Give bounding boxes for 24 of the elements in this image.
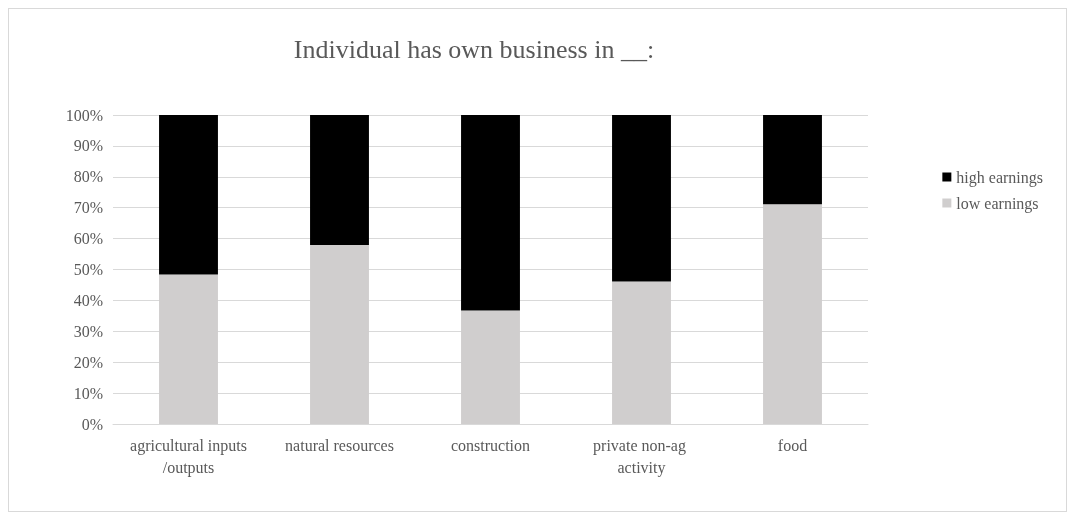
legend-label: high earnings [956, 168, 1044, 187]
bar [159, 115, 218, 275]
bar [763, 115, 822, 205]
x-tick-label: food [777, 436, 808, 454]
y-tick-label: 30% [73, 322, 103, 340]
legend-label: low earnings [956, 194, 1039, 213]
y-tick-label: 70% [73, 199, 103, 217]
x-tick-label: agricultural inputs/outputs [130, 436, 247, 477]
y-tick-label: 50% [73, 261, 103, 278]
y-tick-label: 40% [73, 291, 103, 309]
y-tick-label: 60% [73, 230, 103, 248]
x-tick-label: construction [450, 436, 531, 454]
chart-title: Individual has own business in __: [293, 34, 655, 64]
x-tick-label: natural resources [285, 436, 394, 454]
bar [310, 115, 369, 246]
y-tick-label: 10% [73, 384, 103, 402]
y-tick-label: 100% [65, 106, 103, 124]
bar [612, 115, 671, 282]
y-tick-label: 0% [81, 415, 103, 433]
y-tick-label: 80% [73, 168, 103, 186]
y-tick-label: 20% [73, 353, 103, 371]
bar [461, 115, 520, 311]
y-tick-label: 90% [73, 137, 103, 155]
x-tick-label: private non-ag activity [593, 436, 690, 477]
